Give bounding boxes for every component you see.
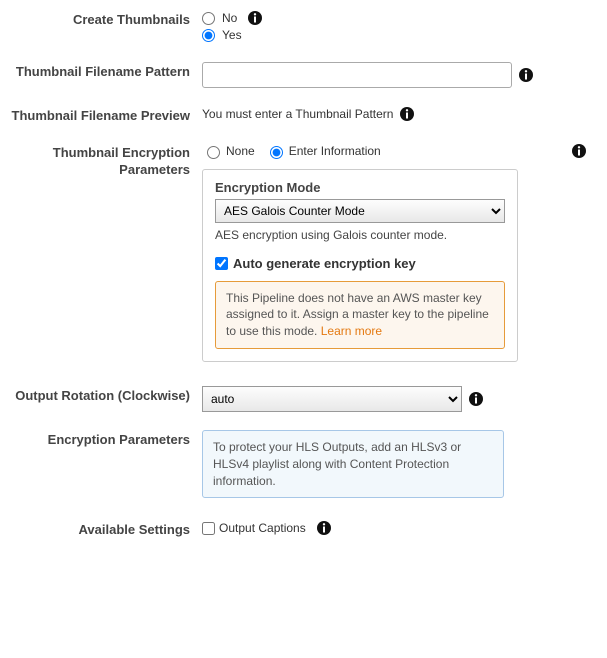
thumb-encryption-enter-radio[interactable] — [270, 146, 283, 159]
thumb-encryption-label: Thumbnail Encryption Parameters — [10, 143, 202, 179]
create-thumbnails-no-text: No — [222, 11, 237, 25]
create-thumbnails-label: Create Thumbnails — [10, 10, 202, 29]
output-captions-label: Output Captions — [219, 521, 306, 535]
output-rotation-label: Output Rotation (Clockwise) — [10, 386, 202, 405]
info-icon[interactable] — [316, 520, 332, 536]
info-icon[interactable] — [518, 67, 534, 83]
thumb-filename-preview-label: Thumbnail Filename Preview — [10, 106, 202, 125]
thumb-filename-pattern-label: Thumbnail Filename Pattern — [10, 62, 202, 81]
thumb-filename-pattern-input[interactable] — [202, 62, 512, 88]
create-thumbnails-no-radio[interactable] — [202, 12, 215, 25]
info-icon[interactable] — [247, 10, 263, 26]
create-thumbnails-yes-radio[interactable] — [202, 29, 215, 42]
encryption-mode-label: Encryption Mode — [215, 180, 505, 195]
thumb-encryption-enter-text: Enter Information — [289, 144, 381, 158]
auto-generate-key-checkbox[interactable] — [215, 257, 228, 270]
encryption-mode-description: AES encryption using Galois counter mode… — [215, 227, 505, 244]
thumb-filename-preview-message: You must enter a Thumbnail Pattern — [202, 107, 393, 121]
output-captions-checkbox[interactable] — [202, 522, 215, 535]
thumb-encryption-none-radio[interactable] — [207, 146, 220, 159]
info-icon[interactable] — [399, 106, 415, 122]
learn-more-link[interactable]: Learn more — [321, 324, 382, 338]
thumb-encryption-none-text: None — [226, 144, 255, 158]
encryption-parameters-label: Encryption Parameters — [10, 430, 202, 449]
encryption-parameters-hint: To protect your HLS Outputs, add an HLSv… — [202, 430, 504, 498]
encryption-mode-panel: Encryption Mode AES Galois Counter Mode … — [202, 169, 518, 362]
auto-generate-key-label: Auto generate encryption key — [233, 256, 416, 271]
available-settings-label: Available Settings — [10, 520, 202, 539]
encryption-mode-select[interactable]: AES Galois Counter Mode — [215, 199, 505, 223]
master-key-warning: This Pipeline does not have an AWS maste… — [215, 281, 505, 349]
info-icon[interactable] — [468, 391, 484, 407]
create-thumbnails-yes-text: Yes — [222, 28, 242, 42]
output-rotation-select[interactable]: auto — [202, 386, 462, 412]
info-icon[interactable] — [571, 143, 587, 159]
